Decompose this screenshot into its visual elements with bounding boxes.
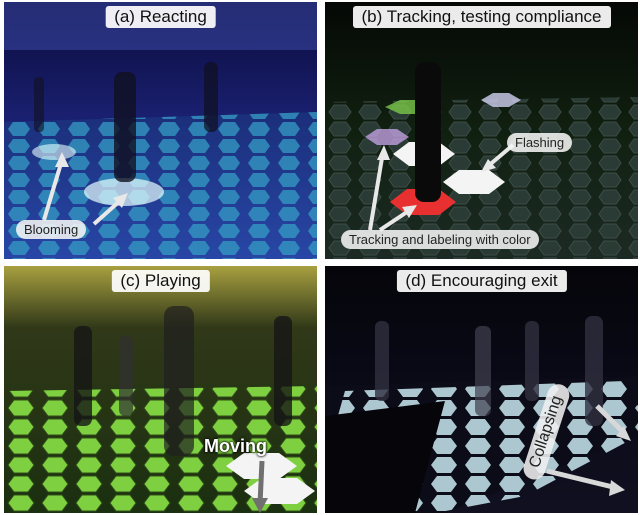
caption-reacting: (a) Reacting: [105, 6, 216, 28]
playing-photo: [4, 266, 317, 513]
label-flashing: Flashing: [507, 133, 573, 152]
caption-encouraging-exit: (d) Encouraging exit: [396, 270, 567, 292]
exit-photo: [325, 266, 638, 513]
caption-playing: (c) Playing: [111, 270, 210, 292]
panel-encouraging-exit: (d) Encouraging exit Collapsing: [325, 266, 638, 513]
label-moving: Moving: [204, 436, 267, 456]
label-tracking: Tracking and labeling with color: [341, 230, 539, 249]
caption-tracking: (b) Tracking, testing compliance: [352, 6, 611, 28]
label-blooming: Blooming: [16, 220, 87, 239]
panel-reacting: (a) Reacting Blooming: [4, 2, 317, 259]
panel-playing: (c) Playing Moving: [4, 266, 317, 513]
panel-tracking: (b) Tracking, testing compliance Flashin…: [325, 2, 638, 259]
tracking-photo: [325, 2, 638, 259]
